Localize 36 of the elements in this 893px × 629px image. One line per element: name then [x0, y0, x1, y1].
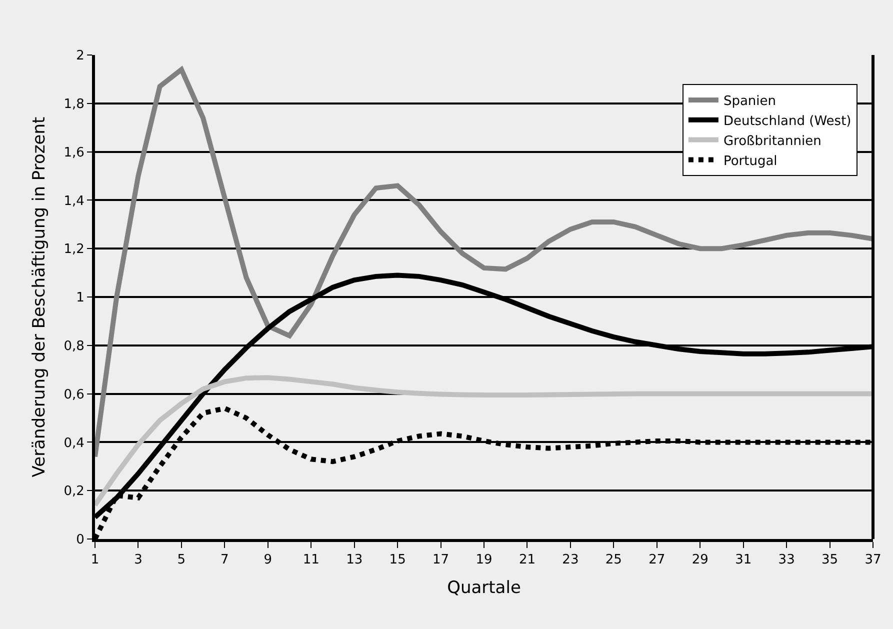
- x-tick-label: 19: [476, 552, 492, 568]
- x-tick-label: 33: [778, 552, 795, 568]
- y-tick-label: 1,4: [64, 194, 84, 209]
- y-tick-label: 0,8: [64, 338, 84, 354]
- y-tick-label: 0: [76, 532, 84, 548]
- y-tick-label: 1,6: [64, 145, 84, 160]
- x-tick-label: 1: [90, 552, 100, 568]
- x-axis-title: Quartale: [447, 578, 521, 598]
- y-tick-label: 2: [76, 48, 84, 64]
- x-tick-label: 5: [177, 552, 186, 568]
- y-tick-label: 0,6: [64, 387, 84, 402]
- x-tick-label: 27: [648, 552, 666, 568]
- x-tick-label: 29: [692, 552, 708, 568]
- y-tick-label: 0,2: [64, 484, 84, 500]
- legend-label: Portugal: [723, 154, 778, 169]
- x-tick-label: 31: [735, 552, 752, 568]
- x-tick-label: 9: [264, 552, 272, 568]
- legend-label: Deutschland (West): [723, 114, 852, 129]
- x-tick-label: 7: [220, 552, 229, 568]
- x-tick-label: 3: [134, 552, 142, 568]
- x-tick-label: 11: [302, 552, 320, 568]
- x-tick-label: 17: [432, 552, 450, 568]
- x-tick-label: 13: [346, 552, 363, 568]
- x-tick-label: 25: [605, 552, 622, 568]
- x-tick-label: 35: [822, 552, 838, 568]
- y-axis-title: Veränderung der Beschäftigung in Prozent: [29, 116, 50, 478]
- y-tick-label: 1: [76, 290, 84, 306]
- x-tick-label: 15: [389, 552, 406, 568]
- x-tick-label: 21: [518, 552, 536, 568]
- y-tick-label: 1,8: [64, 96, 84, 112]
- legend-label: Spanien: [723, 94, 776, 110]
- legend-label: Großbritannien: [723, 134, 822, 149]
- y-tick-label: 1,2: [64, 242, 84, 258]
- x-tick-label: 37: [864, 552, 882, 568]
- y-tick-label: 0,4: [64, 436, 84, 451]
- x-tick-label: 23: [562, 552, 579, 568]
